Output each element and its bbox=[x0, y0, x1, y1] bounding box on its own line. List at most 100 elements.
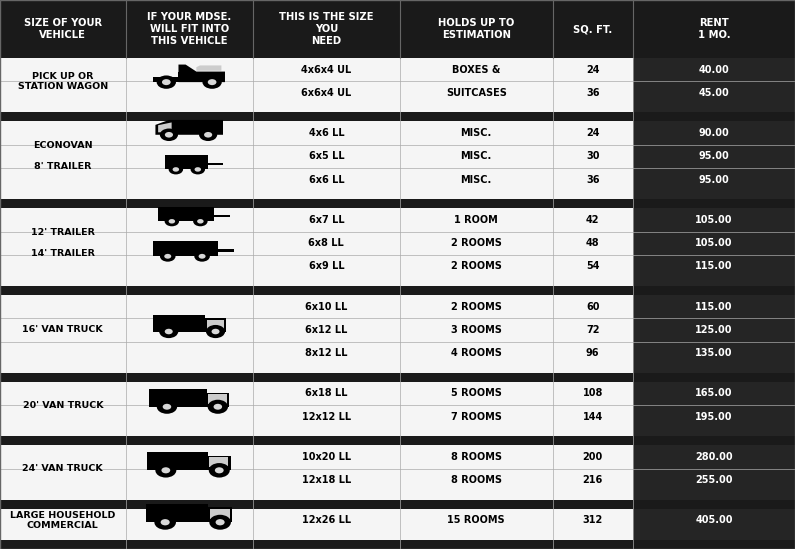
Text: MISC.: MISC. bbox=[460, 175, 492, 184]
Text: 15 ROOMS: 15 ROOMS bbox=[448, 516, 505, 525]
Bar bbox=[0, 500, 795, 509]
Polygon shape bbox=[208, 507, 232, 522]
Bar bbox=[633, 208, 795, 286]
Bar bbox=[0, 509, 633, 540]
Circle shape bbox=[165, 132, 173, 138]
Bar bbox=[0, 113, 795, 121]
Polygon shape bbox=[214, 215, 230, 217]
Circle shape bbox=[155, 463, 176, 478]
Text: 255.00: 255.00 bbox=[695, 475, 733, 485]
Text: 12x26 LL: 12x26 LL bbox=[302, 516, 351, 525]
Text: 12x12 LL: 12x12 LL bbox=[302, 412, 351, 422]
Circle shape bbox=[214, 404, 222, 410]
Text: 36: 36 bbox=[586, 88, 599, 98]
Bar bbox=[0, 540, 795, 549]
Polygon shape bbox=[208, 394, 227, 404]
Circle shape bbox=[195, 167, 201, 172]
Polygon shape bbox=[205, 318, 226, 332]
Text: 40.00: 40.00 bbox=[699, 65, 729, 75]
Polygon shape bbox=[155, 120, 223, 135]
Text: 2 ROOMS: 2 ROOMS bbox=[451, 261, 502, 271]
Circle shape bbox=[207, 400, 228, 414]
Polygon shape bbox=[153, 241, 218, 256]
Polygon shape bbox=[208, 163, 223, 165]
Bar bbox=[0, 199, 795, 208]
Text: 12x18 LL: 12x18 LL bbox=[302, 475, 351, 485]
Polygon shape bbox=[165, 155, 208, 170]
Text: 48: 48 bbox=[586, 238, 599, 248]
Text: 60: 60 bbox=[586, 301, 599, 312]
Text: 115.00: 115.00 bbox=[695, 261, 733, 271]
Text: 8x12 LL: 8x12 LL bbox=[305, 348, 347, 358]
Circle shape bbox=[215, 467, 223, 473]
Polygon shape bbox=[207, 320, 223, 328]
Text: IF YOUR MDSE.
WILL FIT INTO
THIS VEHICLE: IF YOUR MDSE. WILL FIT INTO THIS VEHICLE bbox=[147, 13, 231, 46]
Bar bbox=[633, 445, 795, 500]
Circle shape bbox=[197, 219, 204, 223]
Text: 24: 24 bbox=[586, 128, 599, 138]
Text: SUITCASES: SUITCASES bbox=[446, 88, 506, 98]
Text: 405.00: 405.00 bbox=[695, 516, 733, 525]
Text: 72: 72 bbox=[586, 325, 599, 335]
Polygon shape bbox=[146, 503, 208, 522]
Text: 6x12 LL: 6x12 LL bbox=[305, 325, 347, 335]
Text: 95.00: 95.00 bbox=[699, 152, 729, 161]
Circle shape bbox=[206, 325, 225, 338]
Text: 54: 54 bbox=[586, 261, 599, 271]
Circle shape bbox=[169, 219, 175, 223]
Text: MISC.: MISC. bbox=[460, 152, 492, 161]
Circle shape bbox=[161, 467, 170, 473]
Text: LARGE HOUSEHOLD
COMMERCIAL: LARGE HOUSEHOLD COMMERCIAL bbox=[10, 511, 115, 530]
Text: SIZE OF YOUR
VEHICLE: SIZE OF YOUR VEHICLE bbox=[24, 18, 102, 40]
Circle shape bbox=[169, 165, 183, 175]
Text: 8 ROOMS: 8 ROOMS bbox=[451, 475, 502, 485]
Text: 3 ROOMS: 3 ROOMS bbox=[451, 325, 502, 335]
Text: 90.00: 90.00 bbox=[699, 128, 729, 138]
Text: 96: 96 bbox=[586, 348, 599, 358]
Text: 36: 36 bbox=[586, 175, 599, 184]
Text: 5 ROOMS: 5 ROOMS bbox=[451, 388, 502, 399]
Bar bbox=[0, 58, 633, 113]
Polygon shape bbox=[207, 456, 231, 470]
Text: 24: 24 bbox=[586, 65, 599, 75]
Polygon shape bbox=[158, 207, 214, 221]
Text: 45.00: 45.00 bbox=[699, 88, 729, 98]
Bar bbox=[633, 509, 795, 540]
Circle shape bbox=[209, 463, 230, 478]
Text: 2 ROOMS: 2 ROOMS bbox=[451, 238, 502, 248]
Text: 1 ROOM: 1 ROOM bbox=[454, 215, 498, 225]
Polygon shape bbox=[209, 457, 228, 467]
Bar bbox=[0, 382, 633, 436]
Text: 105.00: 105.00 bbox=[695, 238, 733, 248]
Text: 195.00: 195.00 bbox=[695, 412, 733, 422]
Text: 7 ROOMS: 7 ROOMS bbox=[451, 412, 502, 422]
Text: 200: 200 bbox=[583, 452, 603, 462]
Text: 105.00: 105.00 bbox=[695, 215, 733, 225]
Bar bbox=[633, 58, 795, 113]
Text: 8 ROOMS: 8 ROOMS bbox=[451, 452, 502, 462]
Text: 6x5 LL: 6x5 LL bbox=[308, 152, 344, 161]
Bar bbox=[0, 208, 633, 286]
Text: 10x20 LL: 10x20 LL bbox=[302, 452, 351, 462]
Circle shape bbox=[191, 165, 205, 175]
Bar bbox=[0, 436, 795, 445]
Polygon shape bbox=[158, 122, 172, 132]
Circle shape bbox=[160, 128, 178, 141]
Polygon shape bbox=[148, 452, 207, 470]
Circle shape bbox=[209, 515, 231, 530]
Text: 42: 42 bbox=[586, 215, 599, 225]
Circle shape bbox=[154, 515, 176, 530]
Text: PICK UP OR
STATION WAGON: PICK UP OR STATION WAGON bbox=[17, 71, 108, 91]
Text: ECONOVAN

8' TRAILER: ECONOVAN 8' TRAILER bbox=[33, 142, 92, 171]
Polygon shape bbox=[149, 389, 207, 407]
Circle shape bbox=[165, 254, 171, 259]
Text: THIS IS THE SIZE
YOU
NEED: THIS IS THE SIZE YOU NEED bbox=[279, 13, 374, 46]
Circle shape bbox=[207, 79, 216, 85]
Text: 6x9 LL: 6x9 LL bbox=[308, 261, 344, 271]
Text: 6x6 LL: 6x6 LL bbox=[308, 175, 344, 184]
Text: 30: 30 bbox=[586, 152, 599, 161]
Circle shape bbox=[199, 254, 206, 259]
Text: 6x6x4 UL: 6x6x4 UL bbox=[301, 88, 351, 98]
Circle shape bbox=[211, 329, 219, 334]
Circle shape bbox=[159, 325, 178, 338]
